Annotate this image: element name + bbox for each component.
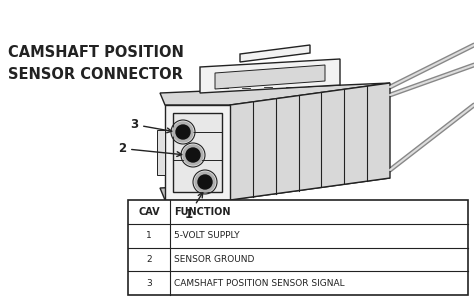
- Bar: [128, 200, 468, 295]
- Polygon shape: [160, 83, 390, 105]
- Text: FUNCTION: FUNCTION: [174, 207, 230, 217]
- Text: CAV: CAV: [138, 207, 160, 217]
- Text: 5-VOLT SUPPLY: 5-VOLT SUPPLY: [174, 231, 240, 240]
- Text: 3: 3: [146, 279, 152, 288]
- Text: CAMSHAFT POSITION SENSOR SIGNAL: CAMSHAFT POSITION SENSOR SIGNAL: [174, 279, 345, 288]
- Text: 1: 1: [146, 231, 152, 240]
- Circle shape: [183, 145, 203, 165]
- Text: SENSOR GROUND: SENSOR GROUND: [174, 255, 255, 264]
- Polygon shape: [230, 83, 390, 200]
- Text: 3: 3: [130, 118, 172, 133]
- Circle shape: [173, 122, 193, 142]
- Text: 2: 2: [146, 255, 152, 264]
- Text: CAMSHAFT POSITION: CAMSHAFT POSITION: [8, 45, 184, 60]
- Polygon shape: [200, 59, 340, 93]
- Polygon shape: [160, 178, 390, 200]
- Text: SENSOR CONNECTOR: SENSOR CONNECTOR: [8, 67, 183, 82]
- Polygon shape: [215, 65, 325, 89]
- Circle shape: [186, 148, 200, 162]
- Polygon shape: [173, 113, 222, 192]
- Polygon shape: [157, 130, 165, 175]
- Polygon shape: [165, 105, 230, 200]
- Text: 1: 1: [185, 193, 203, 221]
- Circle shape: [195, 172, 215, 192]
- Circle shape: [176, 125, 190, 139]
- Circle shape: [198, 175, 212, 189]
- Text: 2: 2: [118, 142, 182, 156]
- Polygon shape: [240, 45, 310, 62]
